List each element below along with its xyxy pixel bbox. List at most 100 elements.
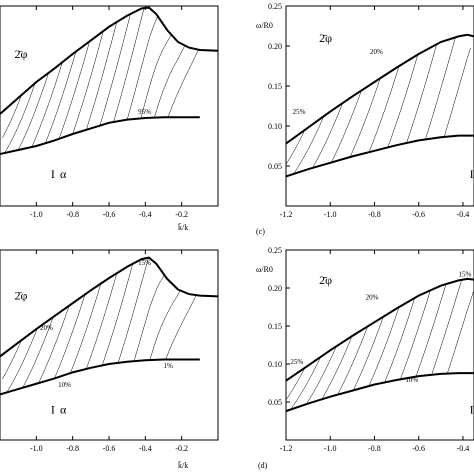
y-tick-label: 0.05 [268,398,282,407]
hatch-line [321,336,353,400]
hatch-line [126,16,158,120]
x-tick-label: -0.8 [368,210,381,219]
hatch-line [286,129,306,165]
upper-boundary-line [0,6,219,115]
hatch-line [2,340,22,380]
hatch-line [349,78,381,158]
y-tick-label: 0.10 [268,122,282,131]
x-tick-label: -0.6 [412,444,425,453]
panel-label: (c) [256,227,265,236]
hatch-line [4,83,36,154]
hatch-line [167,49,199,118]
hatch-line [17,72,49,151]
upper-boundary-line [285,33,474,145]
panel-3: -1.0 -0.8 -0.6 -0.4 -0.2 2̄φ I α 20% 15% 10% 1% k̄/k [0,249,219,470]
region-label: 2̄φ [15,288,28,302]
region-label: I [470,167,474,181]
percent-annotation: 15% [138,259,151,267]
hatch-line [140,34,172,119]
hatch-line [447,291,474,374]
y-axis-label: ω/R0 [256,265,273,274]
hatch-line [331,90,362,163]
hatch-line [384,297,415,383]
region-label: α [60,167,67,181]
y-tick-label: 0.25 [268,2,282,11]
hatch-line [101,263,133,366]
percent-annotation: 20% [370,48,383,56]
x-tick-label: -0.8 [66,444,79,453]
y-tick-label: 0.05 [268,162,282,171]
x-axis-label: k̄/k [178,461,188,470]
region-label: α [60,402,67,416]
lower-boundary-line [285,372,474,413]
hatch-line [406,44,437,144]
hatch-line [6,328,38,393]
percent-annotation: 95% [138,108,151,116]
panel-1: -1.0 -0.8 -0.6 -0.4 -0.2 2̄φ I α 95% k̄/k [0,5,219,232]
region-label: 2̄φ [319,273,332,287]
y-tick-label: 0.15 [268,82,282,91]
lower-boundary-line [0,358,200,396]
hatch-line [38,305,70,384]
lower-boundary-line [0,116,200,155]
y-tick-label: 0.20 [268,284,282,293]
x-tick-label: -0.4 [139,444,152,453]
x-tick-label: -0.8 [368,444,381,453]
plot-frame [285,249,474,441]
hatch-line [312,102,343,169]
panel-2: -1.2 -1.0 -0.8 -0.6 -0.4 0.05 0.10 0.15 0.20 0.25… [256,2,474,236]
hatch-line [337,326,368,395]
percent-annotation: 10% [58,381,71,389]
hatch-line [54,294,86,379]
x-tick-label: -0.4 [457,210,470,219]
panel-label: (d) [258,461,268,470]
region-label: I [51,402,55,416]
hatch-line [425,37,456,140]
panel-4: -1.2 -1.0 -0.8 -0.6 -0.4 0.05 0.10 0.15 0.20 0.25… [256,246,474,470]
hatch-line [293,116,325,175]
x-tick-label: -1.0 [30,210,43,219]
hatch-line [133,275,165,362]
percent-annotation: 25% [293,108,306,116]
region-label: I [470,402,474,416]
percent-annotation: 25% [290,358,303,366]
hatch-line [443,47,471,137]
region-label: 2̄φ [15,47,28,61]
hatch-line [286,367,306,400]
hatch-line [387,54,419,148]
hatch-line [113,8,145,123]
hatch-line [415,284,447,377]
hatch-line [45,51,77,144]
hatch-line [70,283,102,374]
upper-boundary-line [0,256,219,358]
upper-boundary-line [285,277,474,382]
x-tick-label: -0.8 [66,210,79,219]
x-tick-label: -1.2 [280,210,293,219]
x-tick-label: -0.4 [457,444,470,453]
hatch-line [22,316,54,388]
region-label: 2̄φ [319,31,332,45]
x-tick-label: -1.0 [324,444,337,453]
x-tick-label: -1.0 [30,444,43,453]
hatch-line [86,21,118,130]
hatch-line [154,45,186,118]
plot-frame [0,5,219,207]
hatch-line [306,346,337,405]
hatch-line [400,290,431,380]
percent-annotation: 10% [405,376,418,384]
hatch-line [99,13,131,126]
x-tick-label: -0.6 [103,444,116,453]
percent-annotation: 20% [366,293,379,301]
hatch-line [58,41,90,139]
x-axis-label: k̄/k [178,223,188,232]
x-tick-label: -0.2 [175,210,188,219]
percent-annotation: 1% [164,362,174,370]
x-tick-label: -1.2 [280,444,293,453]
x-tick-label: -0.2 [175,444,188,453]
hatch-line [149,290,181,361]
x-tick-label: -0.4 [139,210,152,219]
hatch-line [368,307,400,387]
percent-annotation: 20% [40,324,53,332]
hatch-line [2,95,22,139]
